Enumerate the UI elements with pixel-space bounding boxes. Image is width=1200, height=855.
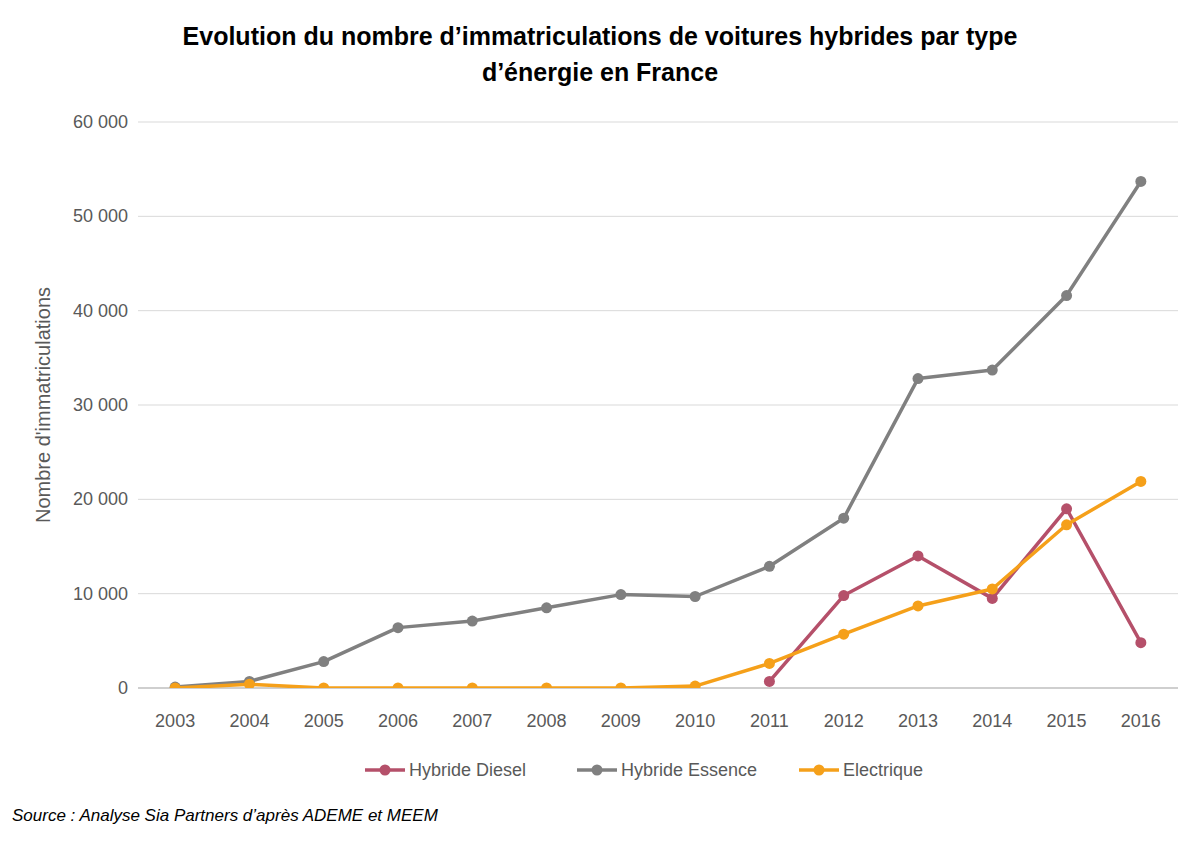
x-tick-label: 2011 bbox=[750, 711, 789, 731]
marker bbox=[838, 629, 849, 640]
y-tick-label: 50 000 bbox=[73, 206, 128, 226]
y-tick-label: 20 000 bbox=[73, 489, 128, 509]
legend-label: Electrique bbox=[843, 760, 923, 780]
y-tick-label: 60 000 bbox=[73, 112, 128, 132]
grid-line bbox=[138, 216, 1178, 217]
marker bbox=[170, 682, 181, 688]
marker bbox=[1135, 476, 1146, 487]
y-tick-label: 30 000 bbox=[73, 395, 128, 415]
y-tick-label: 40 000 bbox=[73, 301, 128, 321]
grid-line bbox=[138, 310, 1178, 311]
marker bbox=[838, 513, 849, 524]
legend-label: Hybride Essence bbox=[621, 760, 757, 780]
source: Source : Analyse Sia Partners d’après AD… bbox=[12, 806, 438, 826]
marker bbox=[913, 550, 924, 561]
marker bbox=[913, 373, 924, 384]
series-line bbox=[175, 181, 1141, 687]
marker bbox=[318, 683, 329, 689]
marker bbox=[764, 658, 775, 669]
x-tick-label: 2010 bbox=[675, 711, 715, 731]
x-tick-label: 2014 bbox=[972, 711, 1012, 731]
marker bbox=[244, 679, 255, 688]
marker bbox=[1061, 503, 1072, 514]
marker bbox=[764, 676, 775, 687]
x-tick-label: 2012 bbox=[824, 711, 864, 731]
x-tick-label: 2007 bbox=[452, 711, 492, 731]
marker bbox=[541, 602, 552, 613]
legend: Hybride Diesel Hybride Essence Electrique bbox=[365, 760, 923, 780]
x-tick-label: 2013 bbox=[898, 711, 938, 731]
marker bbox=[393, 622, 404, 633]
marker bbox=[913, 600, 924, 611]
marker bbox=[764, 561, 775, 572]
series-line bbox=[769, 509, 1140, 682]
series-line bbox=[175, 481, 1141, 688]
marker bbox=[838, 590, 849, 601]
marker bbox=[541, 683, 552, 689]
marker bbox=[1135, 637, 1146, 648]
marker bbox=[987, 593, 998, 604]
marker bbox=[170, 683, 181, 689]
marker bbox=[1135, 176, 1146, 187]
y-tick-label: 0 bbox=[118, 678, 128, 698]
marker bbox=[987, 365, 998, 376]
legend-label: Hybride Diesel bbox=[409, 760, 526, 780]
title: Evolution du nombre d’immatriculations d… bbox=[150, 18, 1050, 90]
x-tick-label: 2003 bbox=[155, 711, 195, 731]
legend-marker bbox=[380, 765, 391, 776]
grid-line bbox=[138, 122, 1178, 123]
marker bbox=[393, 683, 404, 689]
grid-line bbox=[138, 405, 1178, 406]
legend-marker bbox=[592, 765, 603, 776]
x-tick-label: 2006 bbox=[378, 711, 418, 731]
marker bbox=[1061, 290, 1072, 301]
x-tick-label: 2016 bbox=[1121, 711, 1161, 731]
y-axis-title: Nombre d'immatriculations bbox=[32, 287, 54, 523]
marker bbox=[615, 589, 626, 600]
marker bbox=[690, 681, 701, 688]
x-tick-label: 2005 bbox=[304, 711, 344, 731]
x-tick-label: 2015 bbox=[1047, 711, 1087, 731]
marker bbox=[467, 683, 478, 689]
x-tick-label: 2004 bbox=[229, 711, 269, 731]
chart: 0 10 000 20 000 30 000 40 000 50 000 60 000 200… bbox=[0, 0, 1200, 855]
x-tick-label: 2008 bbox=[527, 711, 567, 731]
marker bbox=[1061, 519, 1072, 530]
marker bbox=[318, 656, 329, 667]
marker bbox=[615, 683, 626, 689]
plot-area bbox=[170, 176, 1147, 688]
y-tick-label: 10 000 bbox=[73, 584, 128, 604]
x-tick-label: 2009 bbox=[601, 711, 641, 731]
grid-line bbox=[138, 499, 1178, 500]
legend-marker bbox=[814, 765, 825, 776]
marker bbox=[690, 591, 701, 602]
marker bbox=[467, 616, 478, 627]
marker bbox=[987, 583, 998, 594]
